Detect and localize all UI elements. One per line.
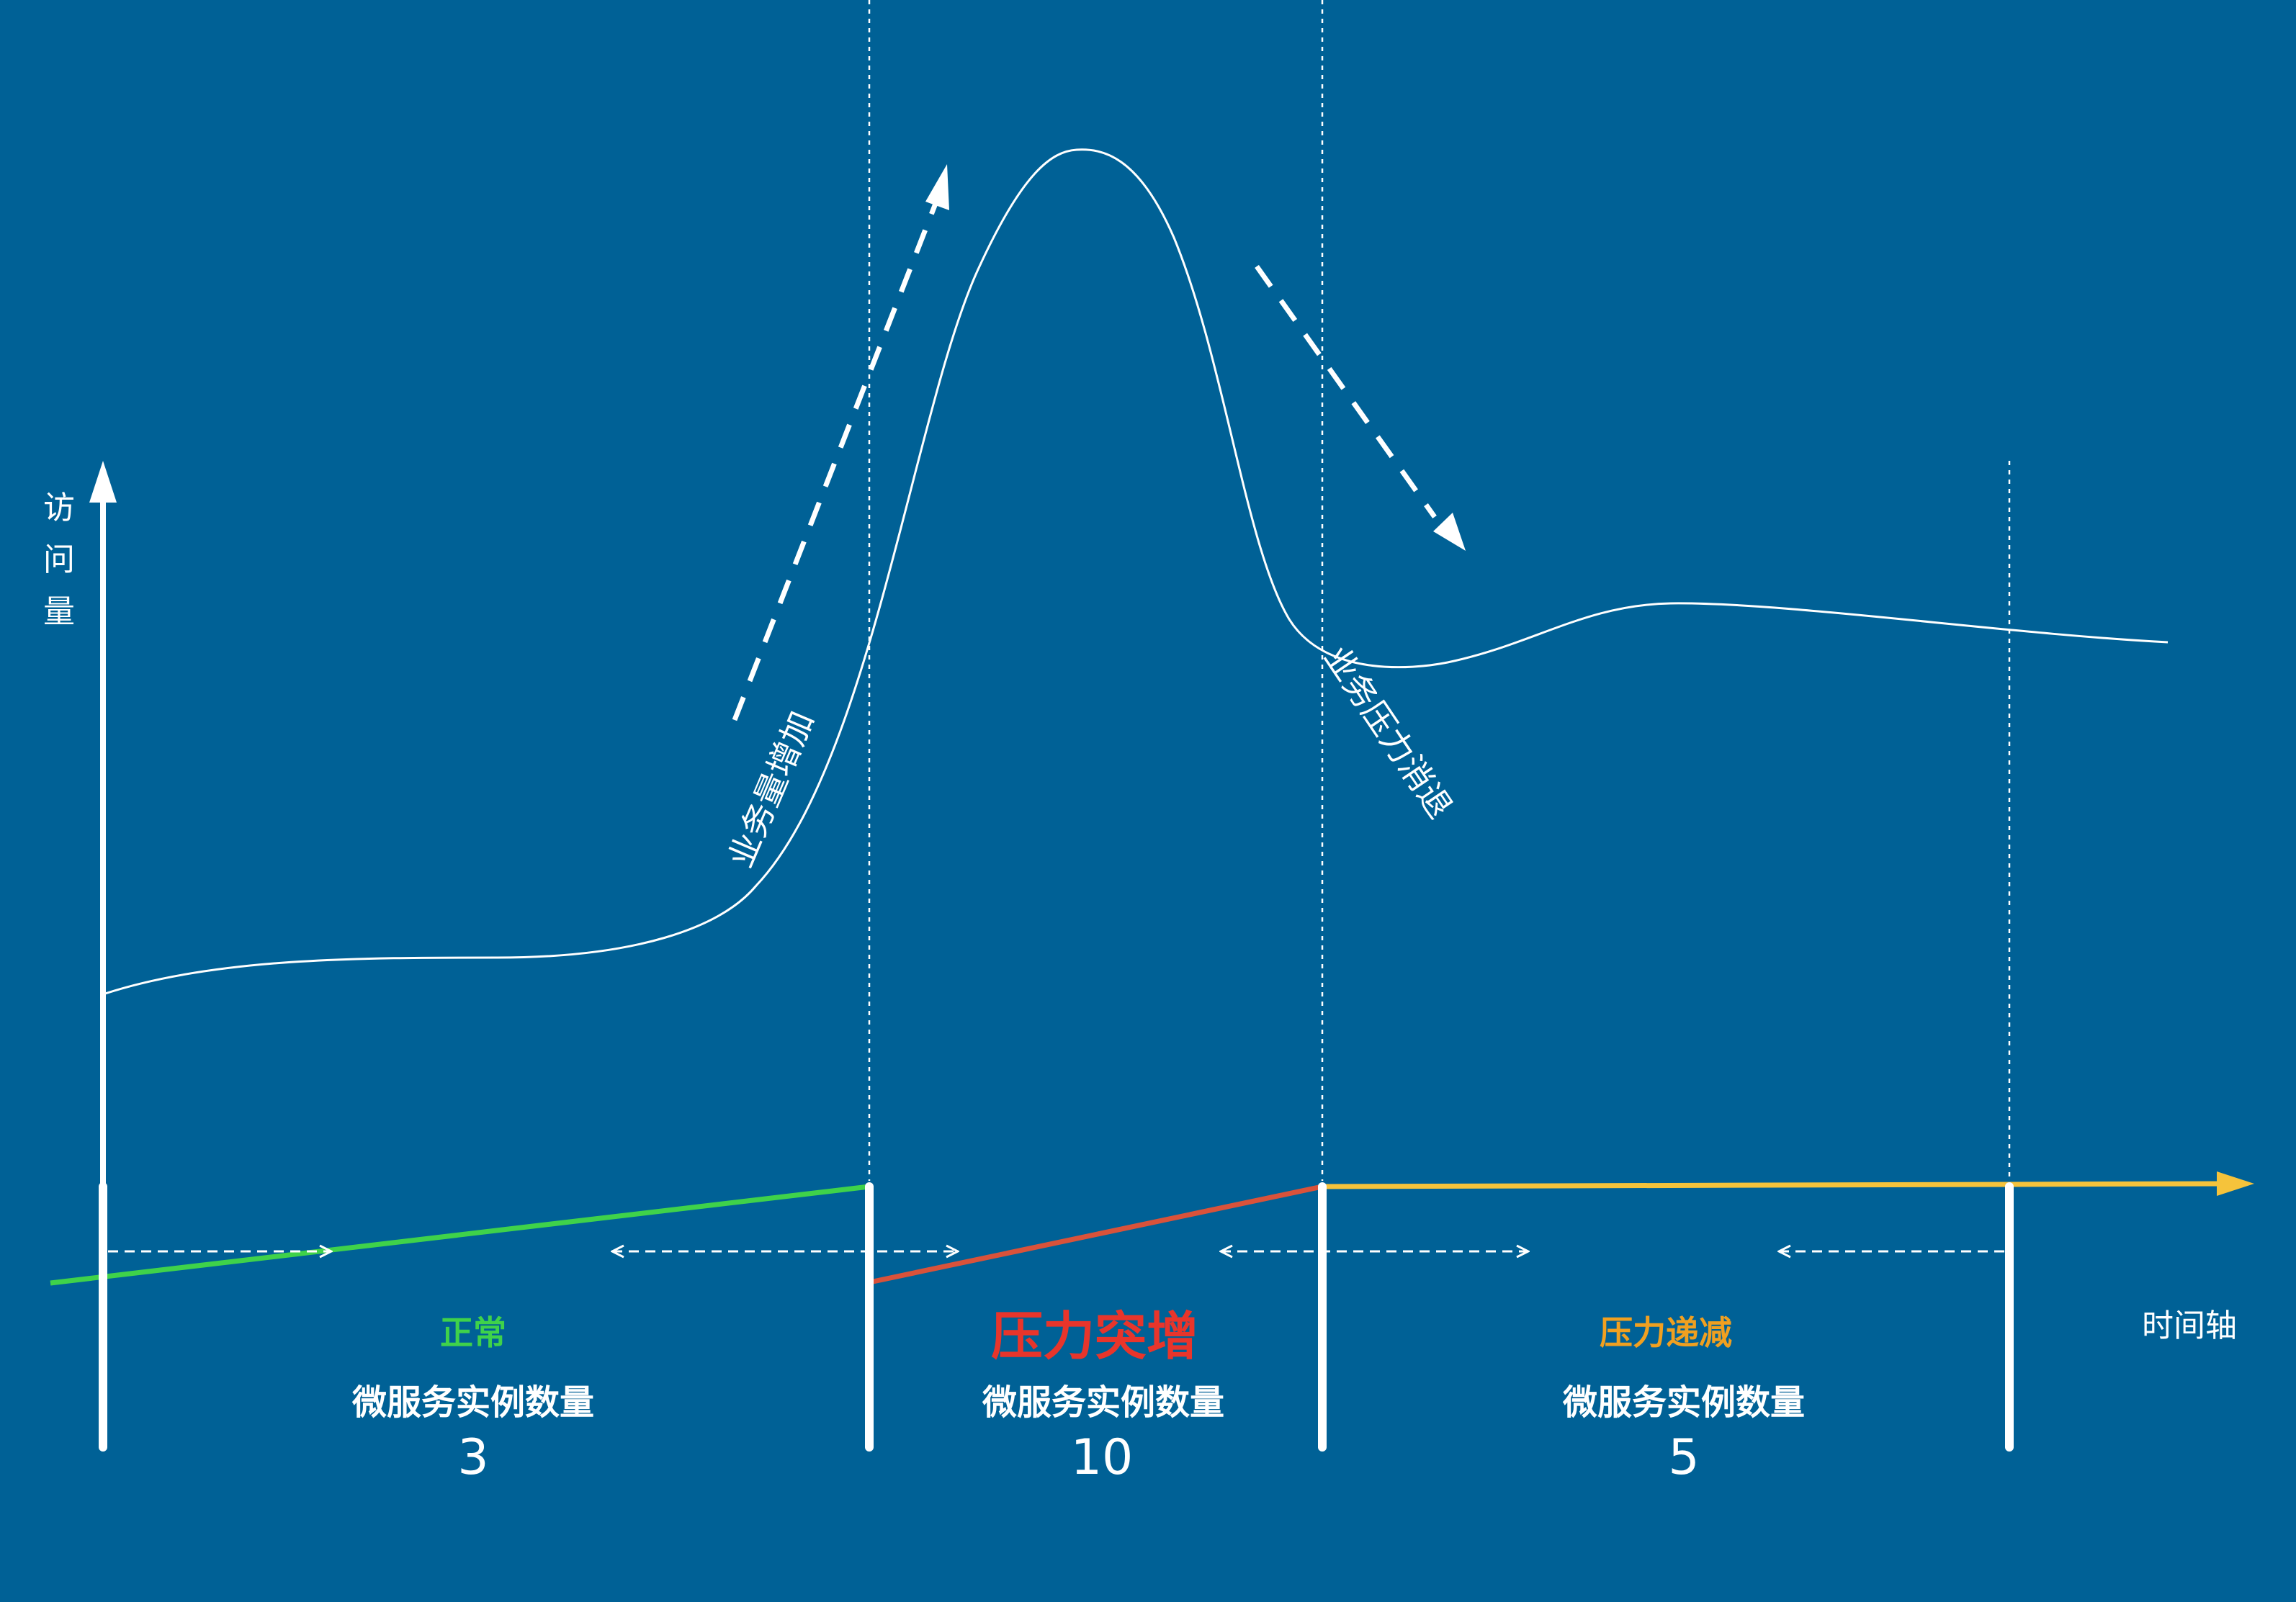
fall-arrowhead-icon bbox=[1433, 513, 1466, 551]
y-axis-arrow-icon bbox=[89, 461, 117, 503]
phase-decline-count: 5 bbox=[1668, 1429, 1700, 1486]
rise-arrow bbox=[732, 164, 949, 721]
fall-arrow bbox=[1255, 264, 1466, 551]
phase-normal-title: 正常 bbox=[440, 1313, 506, 1352]
phase-surge-count: 10 bbox=[1070, 1429, 1134, 1486]
phase-dividers bbox=[99, 1182, 2014, 1452]
phase-decline-subtitle: 微服务实例数量 bbox=[1562, 1382, 1806, 1423]
y-axis-label: 访 问 量 bbox=[43, 490, 75, 630]
phase-surge-subtitle: 微服务实例数量 bbox=[982, 1382, 1225, 1423]
traffic-curve bbox=[104, 148, 2169, 995]
surge-instance-line bbox=[872, 1184, 1323, 1284]
rise-arrowhead-icon bbox=[925, 164, 949, 210]
guide-lines bbox=[868, 0, 2011, 1181]
phase-decline-title: 压力递减 bbox=[1600, 1313, 1732, 1352]
x-axis-arrow-icon bbox=[2217, 1171, 2254, 1196]
x-axis-label: 时间轴 bbox=[2142, 1308, 2237, 1344]
phase-surge-title: 压力突增 bbox=[990, 1306, 1199, 1367]
phase-normal-count: 3 bbox=[457, 1429, 489, 1486]
normal-instance-line bbox=[50, 1184, 870, 1286]
phase-normal-subtitle: 微服务实例数量 bbox=[351, 1382, 595, 1423]
x-axis bbox=[1322, 1171, 2254, 1196]
